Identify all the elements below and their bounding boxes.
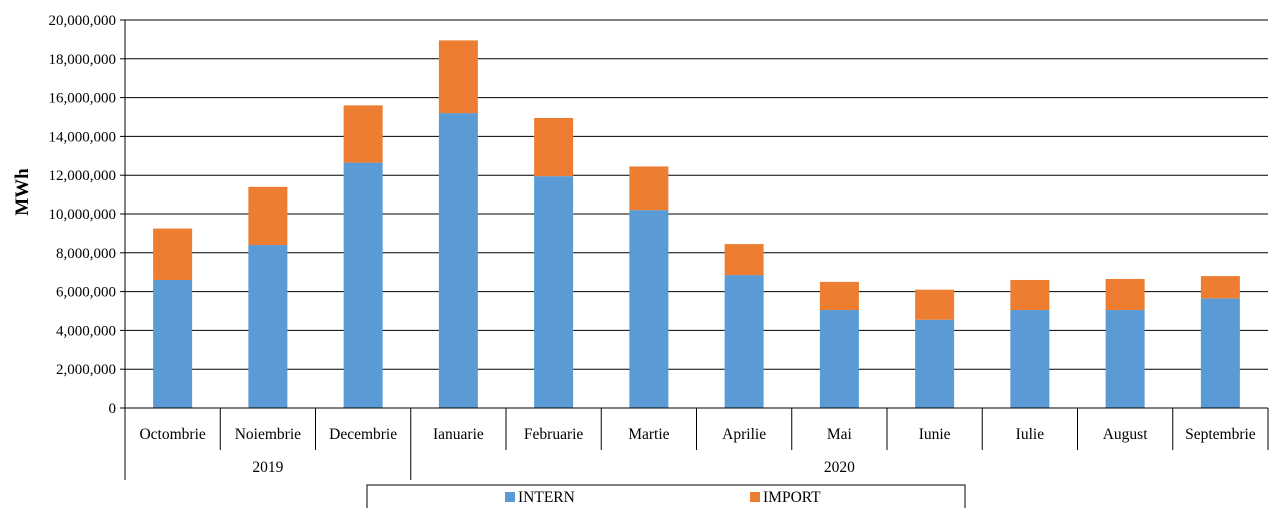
bar-intern-septembrie	[1200, 298, 1240, 408]
category-label: Februarie	[524, 426, 584, 443]
bar-intern-iunie	[915, 319, 955, 408]
bar-intern-februarie	[534, 176, 574, 408]
legend-label-import: IMPORT	[763, 489, 821, 506]
y-axis-label: MWh	[12, 168, 33, 216]
bar-import-martie	[629, 166, 669, 211]
legend-label-intern: INTERN	[518, 489, 575, 506]
category-label: Ianuarie	[433, 426, 484, 443]
bar-import-august	[1105, 278, 1145, 311]
category-label: Iulie	[1016, 426, 1045, 443]
category-label: Noiembrie	[235, 426, 301, 443]
y-tick-label: 14,000,000	[49, 129, 117, 145]
category-label: August	[1103, 426, 1148, 443]
bar-intern-aprilie	[724, 275, 764, 408]
category-label: Martie	[628, 426, 669, 443]
legend-box	[366, 484, 966, 508]
gridlines	[125, 19, 1268, 370]
y-tick-label: 2,000,000	[56, 362, 116, 378]
group-label-2020: 2020	[824, 459, 855, 476]
legend-swatch-intern	[505, 492, 515, 502]
y-tick-label: 16,000,000	[49, 91, 117, 107]
y-tick-label: 20,000,000	[49, 13, 117, 29]
bar-import-noiembrie	[248, 186, 288, 246]
category-label: Mai	[827, 426, 853, 443]
bars	[153, 40, 1240, 409]
bar-intern-mai	[819, 310, 859, 408]
x-axis: Octombrie Noiembrie Decembrie Ianuarie Febru…	[124, 407, 1269, 480]
bar-import-aprilie	[724, 244, 764, 276]
y-tick-label: 0	[109, 401, 117, 417]
bar-import-septembrie	[1200, 276, 1240, 299]
legend: INTERN IMPORT	[366, 484, 966, 508]
bar-import-octombrie	[153, 228, 193, 280]
bar-intern-iulie	[1010, 310, 1050, 408]
bar-intern-noiembrie	[248, 245, 288, 408]
y-tick-label: 4,000,000	[56, 323, 116, 339]
category-label: Septembrie	[1185, 426, 1256, 443]
bar-import-februarie	[534, 117, 574, 177]
category-label: Decembrie	[329, 426, 397, 443]
y-tick-label: 12,000,000	[49, 168, 117, 184]
bar-import-iunie	[915, 289, 955, 320]
bar-intern-octombrie	[153, 279, 193, 408]
category-label: Iunie	[919, 426, 951, 443]
bar-import-mai	[819, 281, 859, 311]
category-label: Octombrie	[139, 426, 205, 443]
bar-intern-decembrie	[343, 162, 383, 408]
y-axis: 0 2,000,000 4,000,000 6,000,000 8,000,000 10,…	[49, 13, 126, 417]
bar-import-iulie	[1010, 279, 1050, 311]
category-label: Aprilie	[722, 426, 766, 443]
y-tick-label: 8,000,000	[56, 246, 116, 262]
bar-intern-ianuarie	[438, 113, 478, 409]
bar-import-decembrie	[343, 105, 383, 163]
y-tick-label: 6,000,000	[56, 285, 116, 301]
legend-swatch-import	[750, 492, 760, 502]
bar-import-ianuarie	[438, 40, 478, 114]
group-label-2019: 2019	[252, 459, 283, 476]
y-tick-label: 10,000,000	[49, 207, 117, 223]
bar-intern-martie	[629, 210, 669, 408]
bar-intern-august	[1105, 310, 1145, 408]
y-tick-label: 18,000,000	[49, 52, 117, 68]
